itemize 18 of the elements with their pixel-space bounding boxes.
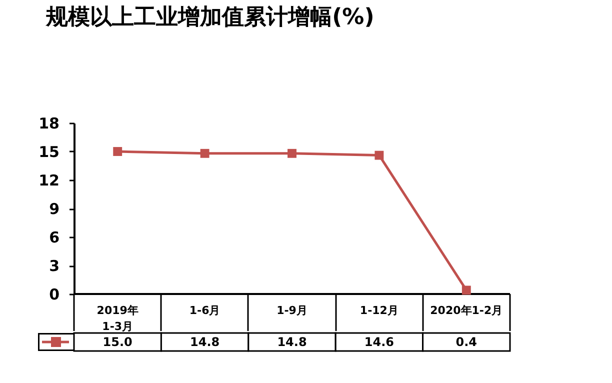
- x-tick-label: 2020年1-2月: [430, 304, 503, 317]
- y-tick-label: 6: [49, 228, 60, 246]
- x-tick-label: 1-6月: [189, 304, 220, 317]
- y-tick-label: 12: [38, 172, 60, 190]
- y-tick-label: 9: [49, 200, 60, 218]
- y-tick-label: 15: [38, 143, 60, 161]
- x-tick-label: 1-12月: [360, 304, 398, 317]
- x-tick-label: 2019年 1-3月: [96, 304, 138, 333]
- x-tick-label: 1-9月: [276, 304, 308, 317]
- y-tick-label: 3: [49, 257, 60, 275]
- data-label: 14.8: [190, 335, 220, 349]
- data-label: 15.0: [102, 335, 132, 349]
- data-label: 0.4: [456, 335, 478, 349]
- data-label: 14.8: [277, 335, 307, 349]
- data-label: 14.6: [364, 335, 394, 349]
- chart-title: 规模以上工业增加值累计增幅(%): [45, 5, 374, 30]
- y-tick-label: 0: [49, 286, 60, 304]
- y-tick-label: 18: [38, 114, 60, 132]
